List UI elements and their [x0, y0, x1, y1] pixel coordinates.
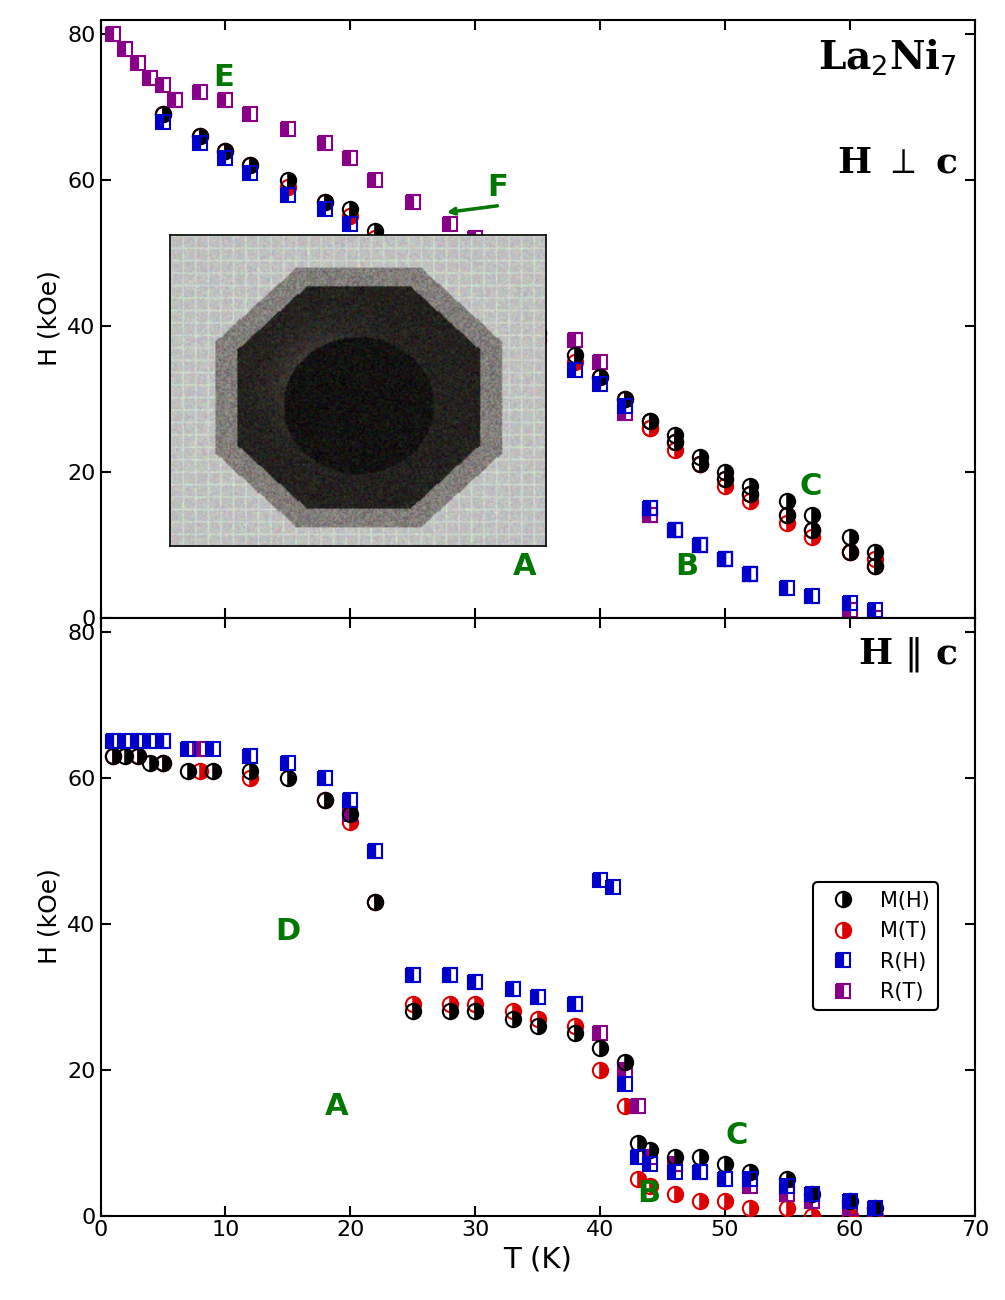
Text: A: A — [513, 552, 537, 581]
Text: E: E — [213, 64, 234, 92]
Legend: M(H), M(T), R(H), R(T): M(H), M(T), R(H), R(T) — [813, 883, 939, 1010]
Text: F: F — [487, 173, 509, 202]
Text: H $\perp$ c: H $\perp$ c — [836, 146, 958, 179]
Text: D: D — [275, 916, 300, 945]
Text: C: C — [725, 1121, 748, 1150]
Text: B: B — [637, 1179, 660, 1208]
Text: B: B — [675, 552, 698, 581]
X-axis label: T (K): T (K) — [504, 1245, 572, 1274]
Y-axis label: H (kOe): H (kOe) — [38, 868, 61, 965]
Y-axis label: H (kOe): H (kOe) — [38, 270, 61, 367]
Text: H $\|$ c: H $\|$ c — [857, 636, 958, 675]
Text: A: A — [326, 1092, 349, 1121]
Text: La$_2$Ni$_7$: La$_2$Ni$_7$ — [818, 38, 958, 78]
Text: C: C — [800, 472, 822, 500]
